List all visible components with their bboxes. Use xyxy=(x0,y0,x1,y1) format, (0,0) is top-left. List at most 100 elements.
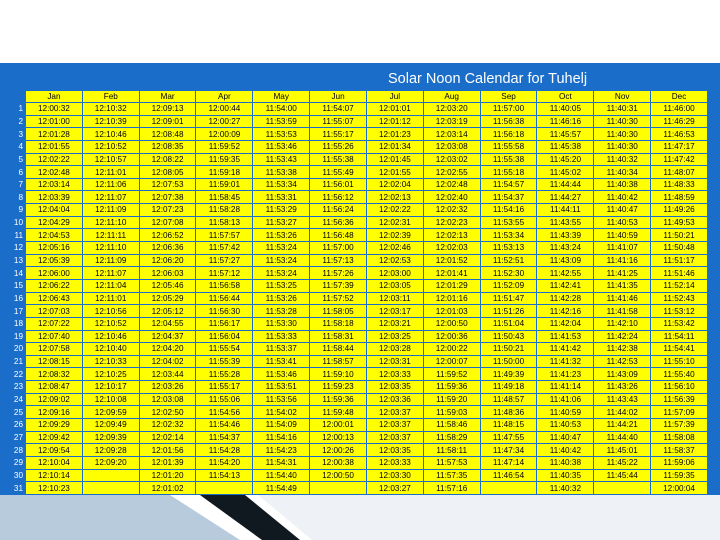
solar-noon-cell: 11:59:36 xyxy=(310,393,366,406)
solar-noon-cell: 12:00:50 xyxy=(310,469,366,482)
solar-noon-cell: 12:06:03 xyxy=(139,267,196,279)
solar-noon-cell: 12:09:16 xyxy=(26,406,82,419)
table-row: 14 12:06:00 12:11:07 12:06:03 11:57:12 11:53:… xyxy=(9,267,707,279)
day-number: 23 xyxy=(9,381,25,393)
solar-noon-cell: 12:11:07 xyxy=(82,267,139,279)
solar-noon-cell: 11:40:32 xyxy=(594,153,651,166)
solar-noon-cell: 11:40:47 xyxy=(537,431,594,444)
solar-noon-cell: 12:03:25 xyxy=(366,330,423,343)
table-row: 4 12:01:55 12:10:52 12:08:35 11:59:52 11:53:4… xyxy=(9,140,707,153)
day-number: 7 xyxy=(9,178,25,191)
solar-noon-cell: 12:02:23 xyxy=(423,216,480,229)
day-number: 4 xyxy=(9,140,25,153)
solar-noon-cell: 11:56:38 xyxy=(480,115,537,128)
solar-noon-cell: 11:42:41 xyxy=(537,279,594,292)
month-header-jul: Jul xyxy=(366,91,423,102)
day-number: 18 xyxy=(9,317,25,330)
solar-noon-cell: 12:02:55 xyxy=(423,166,480,178)
solar-noon-cell: 11:56:44 xyxy=(196,292,253,305)
solar-noon-cell: 11:42:10 xyxy=(594,317,651,330)
solar-noon-cell: 11:55:54 xyxy=(196,343,253,355)
solar-noon-cell: 11:59:01 xyxy=(196,178,253,191)
solar-noon-cell: 11:56:24 xyxy=(310,204,366,216)
solar-noon-cell: 11:49:53 xyxy=(651,216,707,229)
solar-noon-cell: 12:09:39 xyxy=(82,431,139,444)
solar-noon-cell: 12:02:32 xyxy=(139,419,196,431)
solar-noon-cell: 11:55:49 xyxy=(310,166,366,178)
solar-noon-cell: 11:45:02 xyxy=(537,166,594,178)
solar-noon-cell: 12:06:52 xyxy=(139,229,196,242)
solar-noon-cell: 11:53:24 xyxy=(253,242,310,254)
solar-noon-cell: 12:07:22 xyxy=(26,317,82,330)
solar-noon-cell: 11:44:21 xyxy=(594,419,651,431)
day-number: 20 xyxy=(9,343,25,355)
solar-noon-cell: 12:10:46 xyxy=(82,330,139,343)
table-row: 12 12:05:16 12:11:10 12:06:36 11:57:42 11:53:… xyxy=(9,242,707,254)
solar-noon-cell: 11:40:30 xyxy=(594,128,651,140)
solar-noon-cell: 11:54:16 xyxy=(480,204,537,216)
solar-noon-cell: 12:00:27 xyxy=(196,115,253,128)
solar-noon-cell: 12:03:35 xyxy=(366,381,423,393)
month-header-jan: Jan xyxy=(26,91,82,102)
solar-noon-cell: 11:59:10 xyxy=(310,368,366,381)
solar-noon-cell: 12:00:07 xyxy=(423,355,480,368)
solar-noon-cell: 11:57:39 xyxy=(310,279,366,292)
solar-noon-cell: 11:55:28 xyxy=(196,368,253,381)
solar-noon-cell: 12:02:14 xyxy=(139,431,196,444)
solar-noon-cell: 12:06:00 xyxy=(26,267,82,279)
solar-noon-cell: 11:59:35 xyxy=(651,469,707,482)
solar-noon-cell: 12:00:50 xyxy=(423,317,480,330)
solar-noon-cell: 11:56:36 xyxy=(310,216,366,229)
solar-noon-cell: 11:57:00 xyxy=(310,242,366,254)
solar-noon-cell: 12:00:26 xyxy=(310,444,366,456)
day-number: 29 xyxy=(9,456,25,469)
solar-noon-cell: 12:01:45 xyxy=(366,153,423,166)
solar-noon-cell: 11:53:31 xyxy=(253,191,310,204)
solar-noon-cell: 12:01:41 xyxy=(423,267,480,279)
solar-noon-cell: 12:02:46 xyxy=(366,242,423,254)
solar-noon-cell: 11:57:12 xyxy=(196,267,253,279)
solar-noon-cell xyxy=(594,482,651,494)
solar-noon-cell: 12:02:48 xyxy=(26,166,82,178)
day-number: 15 xyxy=(9,279,25,292)
solar-noon-cell: 11:41:23 xyxy=(537,368,594,381)
month-header-mar: Mar xyxy=(139,91,196,102)
solar-noon-cell: 11:58:18 xyxy=(310,317,366,330)
solar-noon-cell: 11:51:46 xyxy=(651,267,707,279)
solar-noon-cell: 12:08:15 xyxy=(26,355,82,368)
solar-noon-cell: 11:53:42 xyxy=(651,317,707,330)
solar-noon-cell: 11:57:42 xyxy=(196,242,253,254)
solar-noon-cell: 12:03:05 xyxy=(366,279,423,292)
solar-noon-cell: 12:11:04 xyxy=(82,279,139,292)
day-number: 12 xyxy=(9,242,25,254)
solar-noon-table: Jan Feb Mar Apr May Jun Jul Aug Sep Oct Nov Dec 1 12… xyxy=(8,90,708,495)
solar-noon-cell: 12:04:29 xyxy=(26,216,82,229)
solar-noon-cell: 11:50:21 xyxy=(480,343,537,355)
solar-noon-cell: 11:58:28 xyxy=(196,204,253,216)
solar-noon-cell: 11:56:39 xyxy=(651,393,707,406)
solar-noon-cell: 11:49:26 xyxy=(651,204,707,216)
solar-noon-cell: 11:54:40 xyxy=(253,469,310,482)
solar-noon-cell: 11:52:43 xyxy=(651,292,707,305)
solar-noon-cell: 11:49:39 xyxy=(480,368,537,381)
solar-noon-cell: 12:08:22 xyxy=(139,153,196,166)
month-header-may: May xyxy=(253,91,310,102)
solar-noon-cell: 12:02:50 xyxy=(139,406,196,419)
solar-noon-cell: 11:58:37 xyxy=(651,444,707,456)
solar-noon-cell: 11:55:38 xyxy=(480,153,537,166)
solar-noon-cell: 11:44:44 xyxy=(537,178,594,191)
solar-noon-cell: 12:09:13 xyxy=(139,103,196,115)
solar-noon-cell: 11:46:53 xyxy=(651,128,707,140)
solar-noon-cell: 11:53:38 xyxy=(253,166,310,178)
table-row: 2 12:01:00 12:10:39 12:09:01 12:00:27 11:53:5… xyxy=(9,115,707,128)
table-row: 18 12:07:22 12:10:52 12:04:55 11:56:17 11:53:… xyxy=(9,317,707,330)
solar-noon-cell: 12:11:11 xyxy=(82,229,139,242)
table-row: 27 12:09:42 12:09:39 12:02:14 11:54:37 11:54:… xyxy=(9,431,707,444)
day-number: 19 xyxy=(9,330,25,343)
solar-noon-cell: 12:11:10 xyxy=(82,216,139,229)
day-number: 22 xyxy=(9,368,25,381)
solar-noon-cell: 11:57:57 xyxy=(196,229,253,242)
solar-noon-cell: 12:02:04 xyxy=(366,178,423,191)
solar-noon-cell: 12:07:08 xyxy=(139,216,196,229)
month-header-aug: Aug xyxy=(423,91,480,102)
